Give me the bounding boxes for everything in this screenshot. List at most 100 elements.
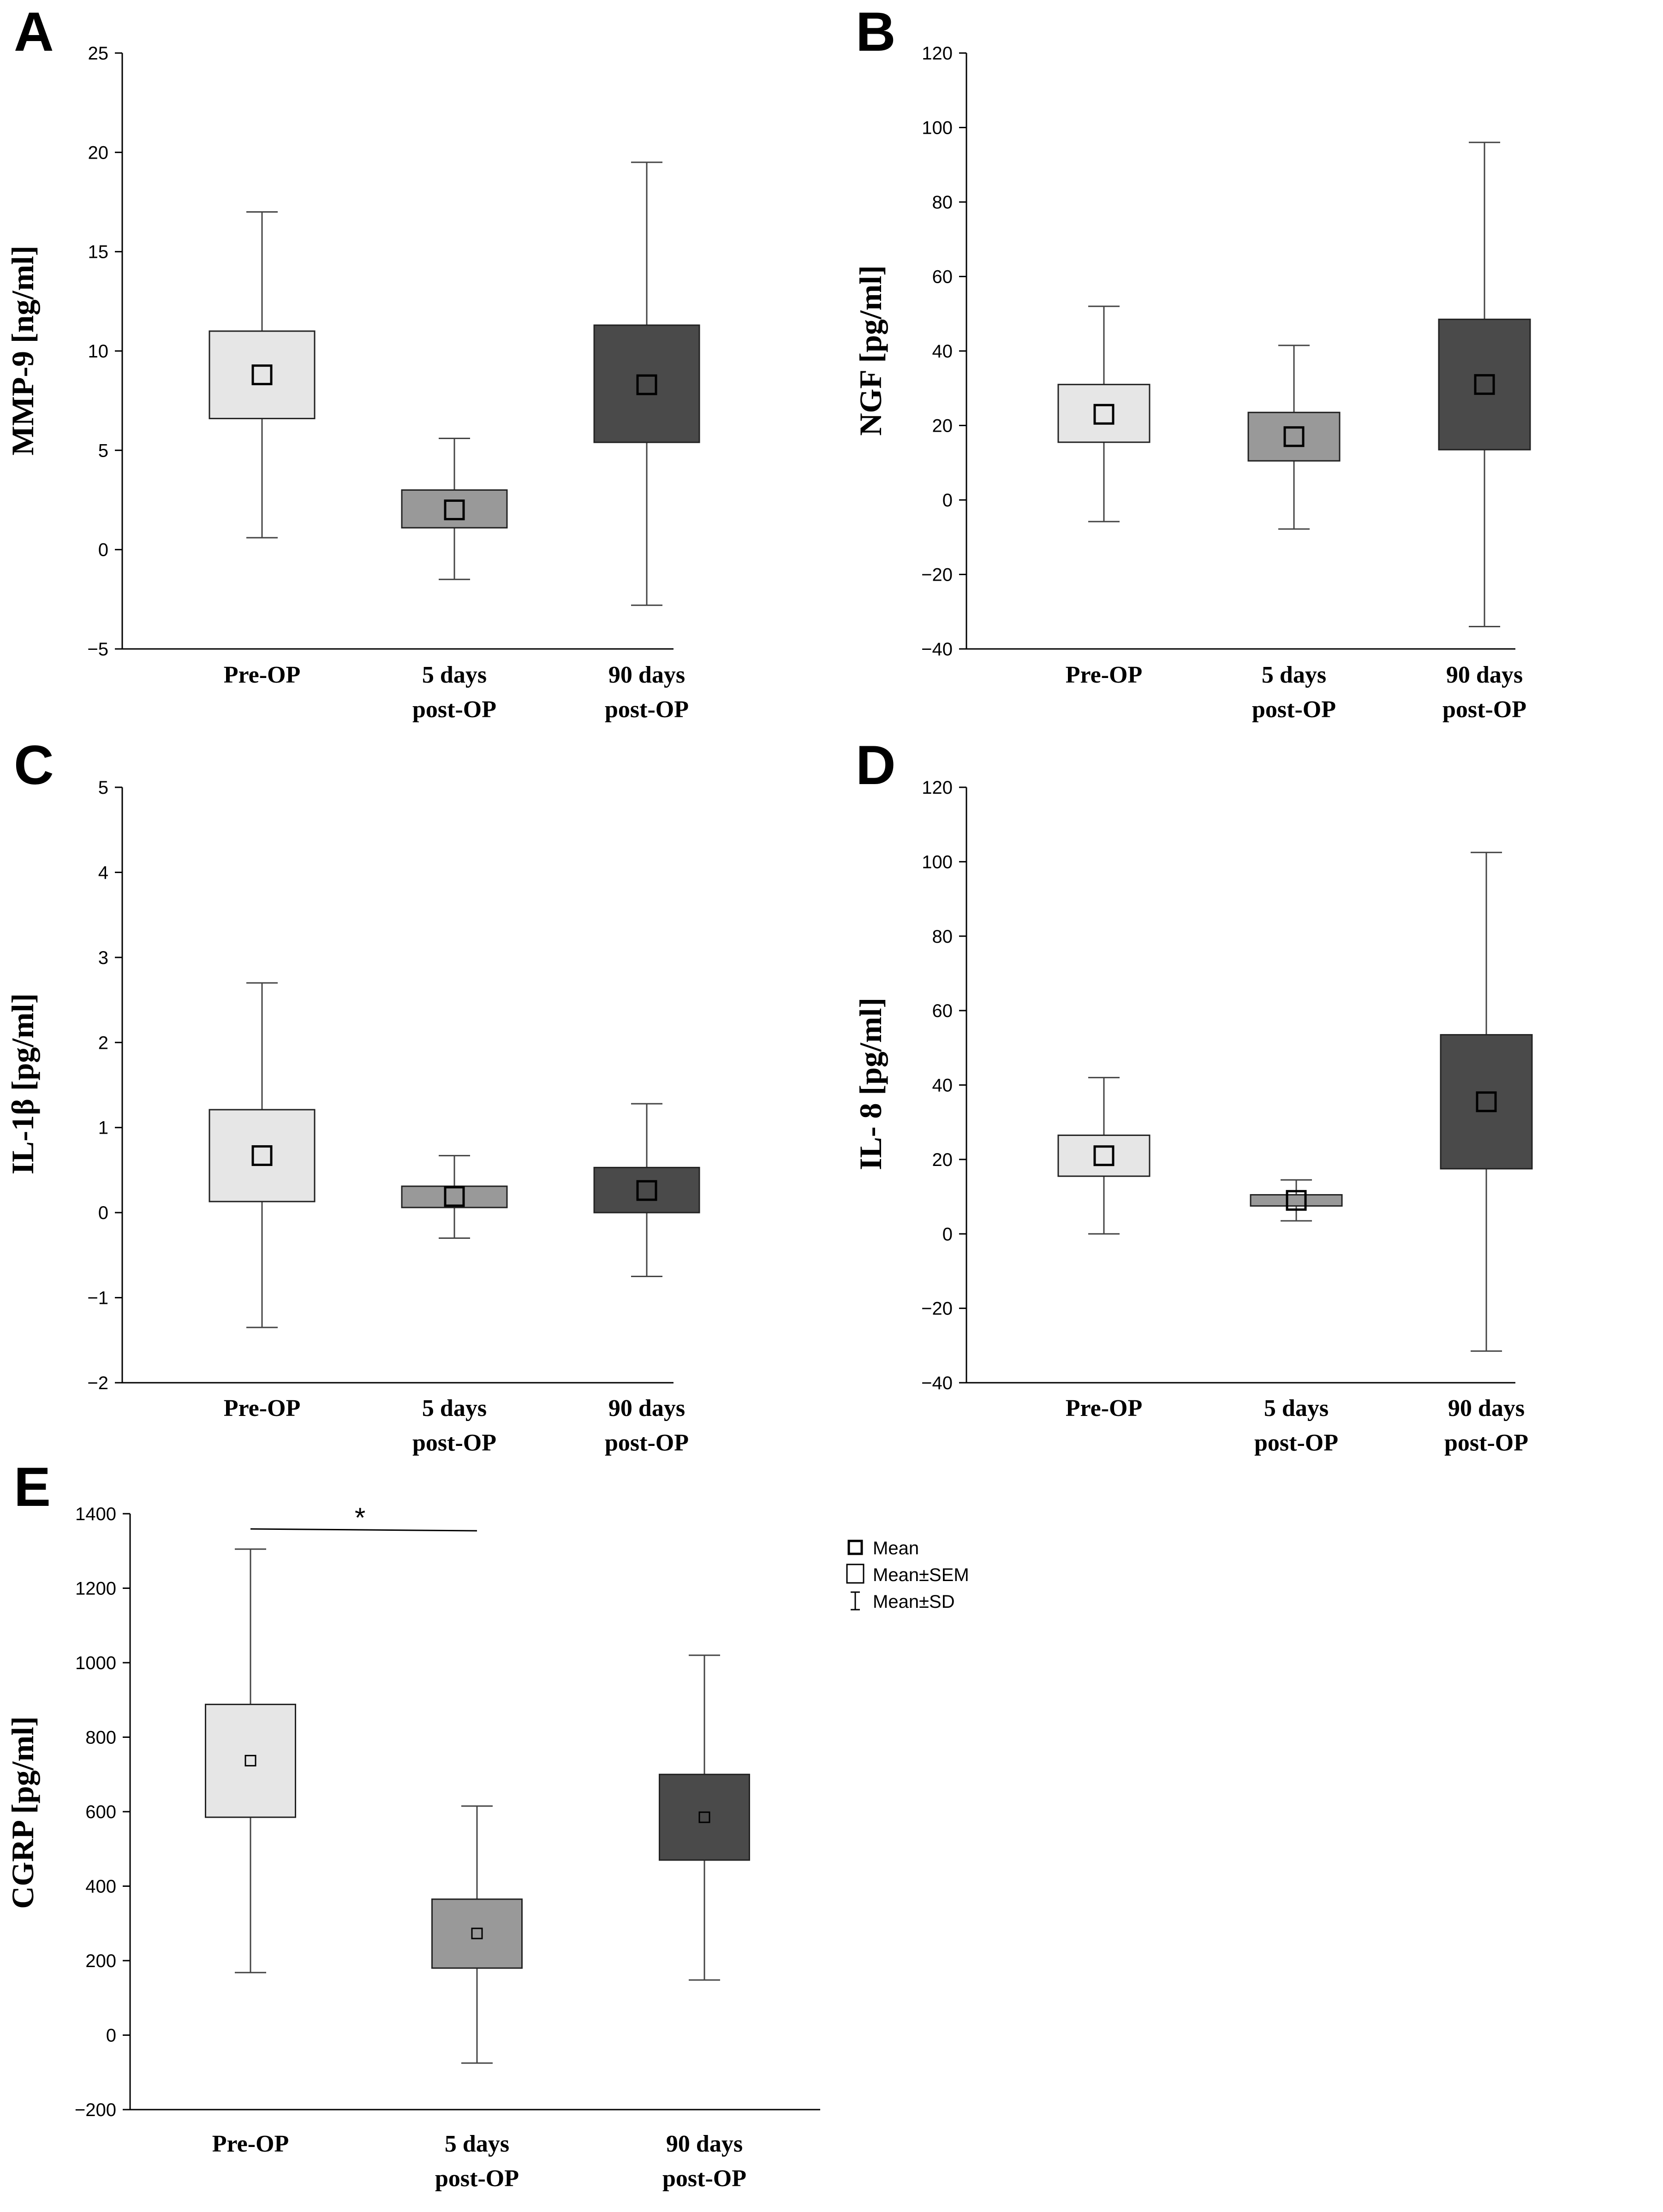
panel-b-ytick-label: 40 <box>932 341 953 362</box>
panel-a-ytick-label: 25 <box>88 43 109 64</box>
panel-d-ytick-label: 20 <box>932 1150 953 1170</box>
panel-c-mean-marker <box>636 1180 657 1201</box>
panel-b-ytick-label: 60 <box>932 267 953 287</box>
panel-d-mean-marker <box>1476 1091 1497 1112</box>
panel-e-mean-marker <box>244 1754 256 1766</box>
panel-e-ytick-label: 0 <box>106 2026 116 2046</box>
panel-c-category-label: 90 days <box>608 1395 685 1421</box>
panel-d-sem-box <box>1440 1034 1533 1170</box>
panel-e-mean-marker <box>698 1811 710 1823</box>
legend-mean-label: Mean <box>873 1538 919 1558</box>
panel-b-y-label: NGF [pg/ml] <box>853 265 888 436</box>
panel-d-category-label: post-OP <box>1444 1430 1528 1456</box>
panel-e-category-label: 90 days <box>666 2131 743 2157</box>
panel-d-ytick-label: 60 <box>932 1001 953 1021</box>
panel-b-sem-box <box>1247 411 1341 462</box>
panel-e-category-label: post-OP <box>662 2165 746 2192</box>
panel-e-sem-box <box>205 1703 296 1818</box>
panel-d-sem-box <box>1057 1134 1150 1177</box>
panel-d-category-label: 5 days <box>1264 1395 1329 1421</box>
panel-d: D 120 100 80 60 40 20 0 −20 −40 IL- 8 [pg/ml] Pre-O… <box>853 734 1533 1456</box>
panel-a-mean-marker <box>636 374 657 395</box>
panel-d-ytick-label: 40 <box>932 1076 953 1096</box>
panel-a-category-label: post-OP <box>605 696 689 723</box>
panel-d-ytick-label: 120 <box>922 778 953 798</box>
panel-b-ytick-label: 0 <box>942 490 953 511</box>
panel-a-ytick-label: 20 <box>88 143 109 163</box>
panel-b-ytick-label: −40 <box>921 639 953 660</box>
panel-a-sem-box <box>401 489 508 529</box>
panel-d-ytick-label: −40 <box>921 1373 953 1393</box>
panel-b-sem-box <box>1438 318 1531 451</box>
panel-d-category-label: Pre-OP <box>1066 1395 1143 1421</box>
panel-e-ytick-label: −200 <box>75 2100 116 2120</box>
panel-b-category-label: post-OP <box>1442 696 1526 723</box>
panel-a-ytick-label: 10 <box>88 341 109 362</box>
panel-c-mean-marker <box>444 1186 465 1207</box>
panel-c-sem-box <box>401 1185 508 1208</box>
panel-c-mean-marker <box>251 1145 273 1166</box>
panel-a-category-label: 5 days <box>422 662 487 688</box>
panel-e-sem-box <box>431 1898 523 1969</box>
panel-b-category-label: 5 days <box>1262 662 1326 688</box>
panel-e-sem-box <box>659 1773 750 1861</box>
panel-e-ytick-label: 1400 <box>75 1504 116 1524</box>
panel-a-category-label: 90 days <box>608 662 685 688</box>
panel-c-ytick-label: 0 <box>98 1203 108 1223</box>
panel-b-ytick-label: −20 <box>921 565 953 585</box>
panel-b: B 120 100 80 60 40 20 0 −20 −40 NGF [pg/ml] Pre-OP 5… <box>853 1 1531 723</box>
panel-d-y-label: IL- 8 [pg/ml] <box>853 998 888 1170</box>
panel-b-category-label: Pre-OP <box>1066 662 1143 688</box>
panel-d-sem-box <box>1250 1194 1343 1207</box>
panel-a-ytick-label: −5 <box>87 639 108 660</box>
panel-d-mean-marker <box>1093 1145 1115 1166</box>
panel-b-ytick-label: 120 <box>922 43 953 64</box>
legend-mean-marker <box>847 1540 863 1555</box>
panel-a-letter: A <box>14 1 54 63</box>
panel-c-ytick-label: 4 <box>98 862 108 883</box>
panel-e: E 1400 1200 1000 800 600 400 200 0 −200 CGRP [pg/m… <box>5 1456 820 2192</box>
panel-b-category-label: post-OP <box>1252 696 1336 723</box>
panel-a-category-label: Pre-OP <box>224 662 301 688</box>
panel-c-ytick-label: 2 <box>98 1033 108 1053</box>
panel-e-category-label: Pre-OP <box>212 2131 289 2157</box>
panel-e-category-label: 5 days <box>445 2131 509 2157</box>
panel-e-ytick-label: 400 <box>85 1877 116 1897</box>
panel-d-letter: D <box>856 734 896 796</box>
panel-c-category-label: Pre-OP <box>224 1395 301 1421</box>
panel-d-category-label: 90 days <box>1448 1395 1525 1421</box>
panel-c-category-label: post-OP <box>412 1430 496 1456</box>
panel-a-y-label: MMP-9 [ng/ml] <box>5 245 40 455</box>
panel-e-ytick-label: 800 <box>85 1728 116 1748</box>
panel-c-ytick-label: −2 <box>87 1373 108 1393</box>
panel-c-ytick-label: 5 <box>98 778 108 798</box>
panel-b-ytick-label: 100 <box>922 118 953 138</box>
legend-sem-label: Mean±SEM <box>873 1565 969 1585</box>
panel-b-mean-marker <box>1283 426 1305 447</box>
panel-e-significance-bar <box>250 1528 477 1532</box>
panel-e-category-label: post-OP <box>435 2165 519 2192</box>
panel-e-ytick-label: 1200 <box>75 1579 116 1599</box>
panel-e-ytick-label: 600 <box>85 1802 116 1822</box>
panel-a-mean-marker <box>444 499 465 521</box>
panel-a-mean-marker <box>251 364 273 386</box>
panel-e-significance-label: * <box>355 1502 365 1533</box>
panel-d-ytick-label: 80 <box>932 927 953 947</box>
panel-a-sem-box <box>209 330 316 419</box>
panel-a-sem-box <box>593 324 700 443</box>
panel-e-y-label: CGRP [pg/ml] <box>5 1716 40 1909</box>
panel-d-category-label: post-OP <box>1254 1430 1338 1456</box>
panel-c-category-label: post-OP <box>605 1430 689 1456</box>
panel-a-ytick-label: 5 <box>98 440 108 461</box>
panel-b-ytick-label: 20 <box>932 416 953 436</box>
panel-e-mean-marker <box>471 1927 483 1939</box>
legend-sd-label: Mean±SD <box>873 1592 955 1612</box>
legend-sem-marker <box>846 1564 864 1584</box>
panel-d-ytick-label: −20 <box>921 1299 953 1319</box>
panel-e-ytick-label: 200 <box>85 1951 116 1971</box>
panel-d-ytick-label: 100 <box>922 852 953 872</box>
legend: Mean Mean±SEM Mean±SD <box>846 1538 969 1612</box>
panel-c-ytick-label: 3 <box>98 948 108 968</box>
panel-c-y-label: IL-1β [pg/ml] <box>5 993 40 1175</box>
